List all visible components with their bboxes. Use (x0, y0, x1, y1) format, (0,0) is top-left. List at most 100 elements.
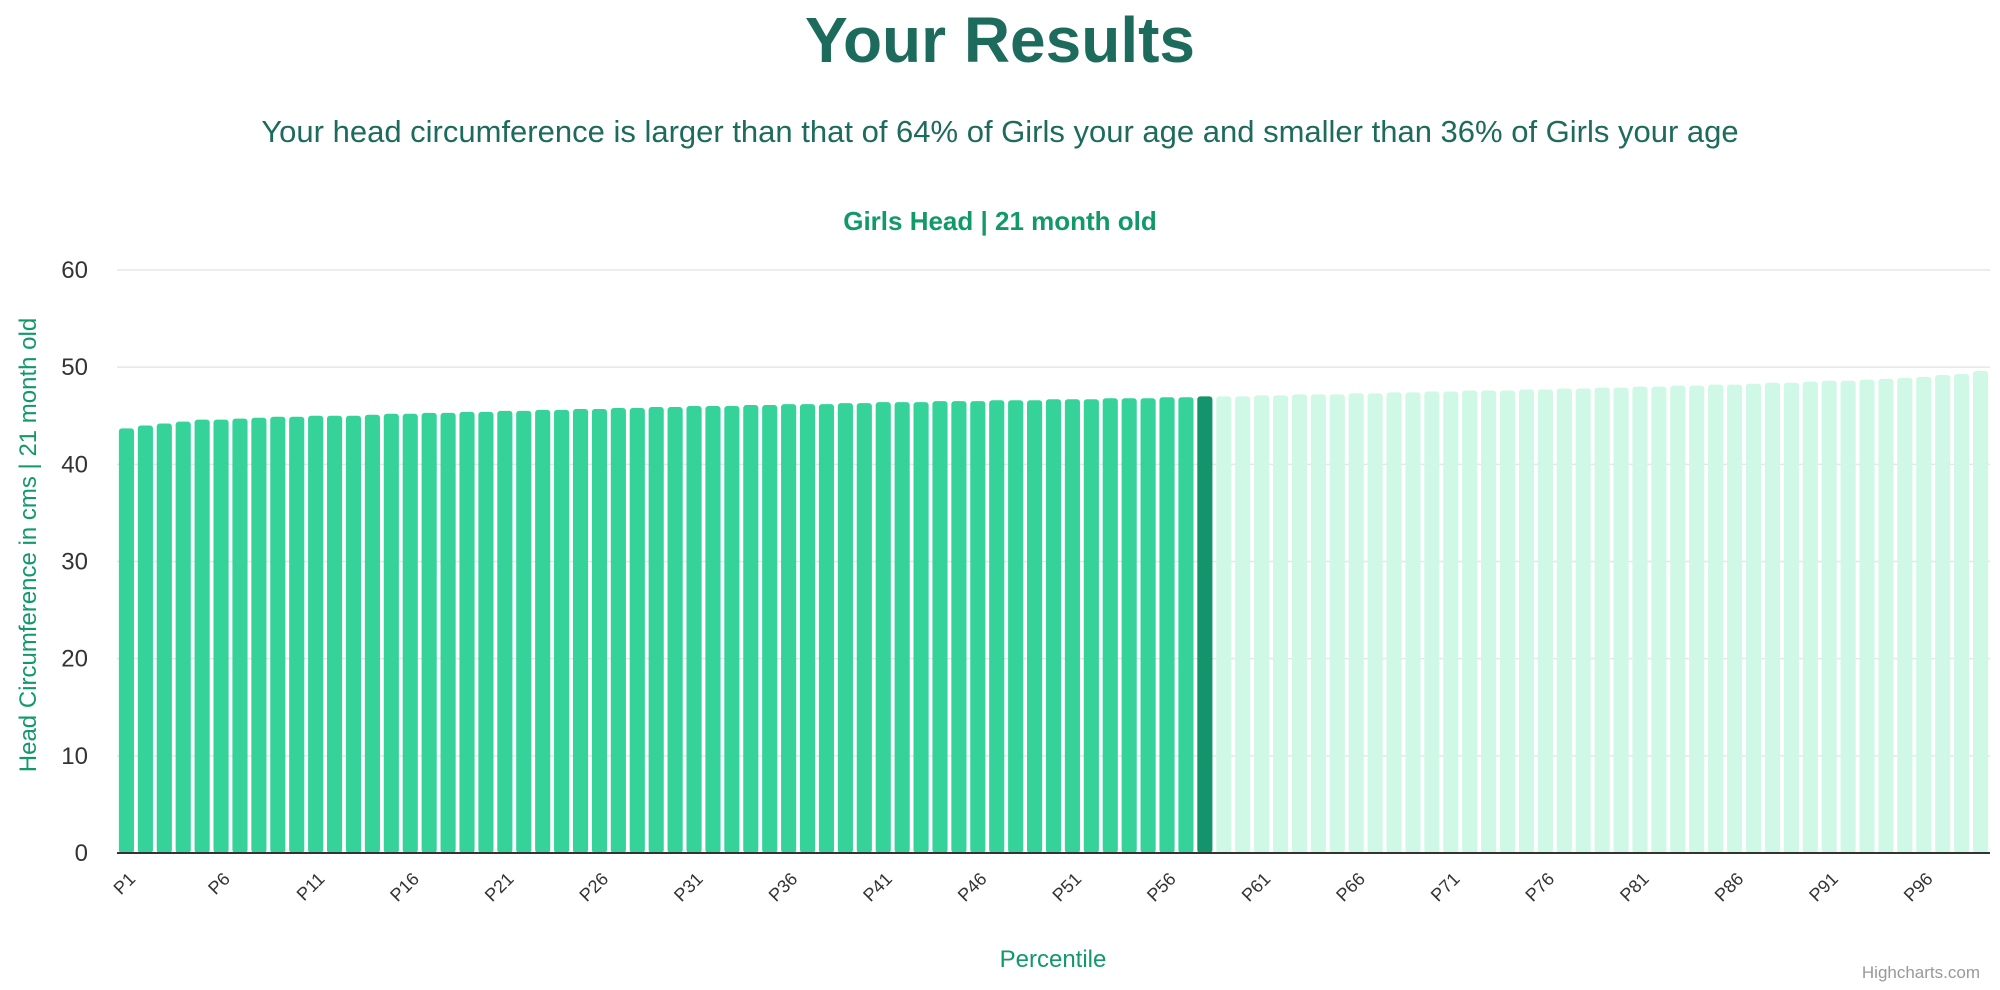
bar[interactable] (459, 411, 475, 853)
bar[interactable] (497, 410, 513, 853)
bar[interactable] (478, 411, 494, 853)
bar[interactable] (913, 402, 929, 853)
bar[interactable] (516, 410, 532, 853)
bar[interactable] (402, 413, 418, 853)
chart-credit[interactable]: Highcharts.com (1862, 963, 1980, 982)
bar[interactable] (1689, 385, 1705, 853)
bar[interactable] (270, 416, 286, 853)
bar[interactable] (1310, 394, 1326, 853)
bar[interactable] (1045, 399, 1062, 853)
bar[interactable] (686, 406, 702, 853)
bar[interactable] (1840, 380, 1856, 853)
bar[interactable] (724, 406, 740, 853)
bar[interactable] (894, 402, 910, 853)
bar[interactable] (1348, 393, 1364, 853)
bar[interactable] (1064, 399, 1080, 853)
bar[interactable] (1594, 387, 1610, 853)
bar[interactable] (1670, 385, 1686, 853)
bar[interactable] (1651, 386, 1667, 853)
bar[interactable] (1972, 371, 1989, 853)
bar[interactable] (932, 401, 948, 853)
bar[interactable] (951, 401, 967, 853)
bar[interactable] (327, 415, 343, 853)
bar[interactable] (308, 415, 324, 853)
bar[interactable] (1443, 391, 1459, 853)
bar[interactable] (1897, 377, 1913, 853)
bar[interactable] (1140, 398, 1156, 853)
bar[interactable] (1859, 379, 1875, 853)
bar[interactable] (1745, 383, 1762, 853)
bar[interactable] (1613, 387, 1629, 853)
bar[interactable] (667, 407, 683, 853)
bar[interactable] (1821, 380, 1837, 853)
bar[interactable] (421, 412, 437, 853)
bar[interactable] (572, 408, 589, 853)
bar[interactable] (1102, 398, 1118, 853)
bar[interactable] (1537, 389, 1553, 853)
bar[interactable] (1272, 395, 1289, 853)
bar[interactable] (799, 404, 816, 853)
bar[interactable] (1008, 400, 1024, 853)
bar[interactable] (554, 409, 570, 853)
bar[interactable] (629, 407, 645, 853)
bar[interactable] (1727, 384, 1743, 853)
bar[interactable] (875, 402, 891, 853)
bar[interactable] (1121, 398, 1137, 853)
bar[interactable] (1916, 376, 1932, 853)
bar[interactable] (1424, 391, 1440, 853)
bar[interactable] (137, 425, 153, 853)
bar[interactable] (610, 407, 626, 853)
bar[interactable] (1329, 394, 1345, 853)
bar[interactable] (1367, 393, 1383, 853)
bar-user-percentile[interactable] (1197, 396, 1213, 853)
bar[interactable] (856, 403, 872, 853)
bar[interactable] (1027, 400, 1043, 853)
bar[interactable] (1254, 395, 1270, 853)
bar[interactable] (289, 416, 305, 853)
bar[interactable] (1518, 389, 1535, 853)
bar[interactable] (251, 417, 267, 853)
bar[interactable] (1386, 392, 1402, 853)
bar[interactable] (591, 408, 608, 853)
bar[interactable] (1878, 378, 1894, 853)
bar[interactable] (118, 428, 135, 853)
bar[interactable] (440, 412, 456, 853)
bar[interactable] (1935, 374, 1951, 853)
bar[interactable] (175, 421, 191, 853)
bar[interactable] (364, 414, 380, 853)
bar[interactable] (1159, 397, 1175, 853)
bar[interactable] (1499, 390, 1516, 853)
bar[interactable] (232, 418, 248, 853)
bar[interactable] (818, 404, 835, 853)
bar[interactable] (1462, 390, 1478, 853)
bar[interactable] (1802, 381, 1818, 853)
bar[interactable] (345, 415, 362, 853)
bar[interactable] (989, 400, 1005, 853)
bar[interactable] (1216, 396, 1232, 853)
bar[interactable] (1405, 392, 1421, 853)
bar[interactable] (705, 406, 721, 853)
bar[interactable] (1481, 390, 1497, 853)
bar[interactable] (743, 405, 759, 853)
bar[interactable] (383, 413, 399, 853)
bar[interactable] (156, 423, 172, 853)
bar[interactable] (213, 419, 229, 853)
bar[interactable] (1764, 382, 1780, 853)
bar[interactable] (535, 409, 551, 853)
bar[interactable] (1575, 388, 1591, 853)
bar[interactable] (648, 407, 664, 853)
bar[interactable] (1178, 397, 1194, 853)
bar[interactable] (837, 403, 853, 853)
bar[interactable] (1954, 373, 1970, 853)
bar[interactable] (1708, 384, 1724, 853)
bar[interactable] (781, 404, 797, 853)
bar[interactable] (970, 401, 986, 853)
bar[interactable] (1632, 386, 1648, 853)
bar[interactable] (1235, 396, 1251, 853)
bar[interactable] (762, 405, 778, 853)
bar[interactable] (1291, 394, 1308, 853)
bar[interactable] (1556, 388, 1572, 853)
bar[interactable] (1783, 382, 1799, 853)
bar[interactable] (194, 419, 210, 853)
bar[interactable] (1083, 399, 1099, 853)
